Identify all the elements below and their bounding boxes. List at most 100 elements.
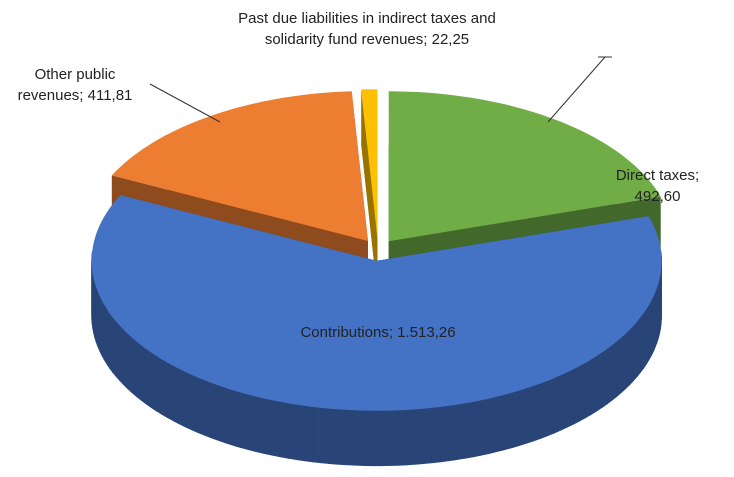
slice-side — [640, 312, 644, 374]
slice-side — [648, 299, 652, 361]
slice-side — [363, 410, 373, 467]
slice-side — [123, 328, 128, 390]
slice-side — [312, 406, 322, 464]
slice-side — [488, 396, 497, 455]
slice-side — [329, 408, 339, 465]
slice-side — [145, 348, 152, 408]
slice-side — [256, 396, 265, 454]
slice-side — [533, 382, 542, 442]
slice-side — [560, 371, 568, 431]
slice — [111, 91, 369, 241]
slice-side — [99, 295, 102, 356]
slice-side — [185, 371, 193, 431]
slice — [91, 195, 662, 411]
slice-side — [241, 392, 250, 451]
slice-side — [540, 380, 549, 439]
slice-side — [279, 401, 289, 459]
slice-side — [191, 374, 199, 434]
slice-side — [480, 398, 489, 456]
slice-side — [150, 351, 157, 412]
leader-line — [149, 83, 221, 123]
slice-side — [621, 332, 627, 394]
slice-side — [596, 351, 603, 412]
slice-side — [503, 392, 513, 451]
slice-side — [591, 355, 598, 415]
slice-side — [205, 380, 213, 439]
slice-side — [361, 89, 378, 295]
slice-side — [554, 374, 562, 434]
slice-side — [602, 348, 608, 408]
slice-side — [135, 340, 142, 401]
slice-side — [346, 409, 356, 466]
slice-side — [296, 404, 305, 462]
slice-side — [651, 295, 654, 356]
slice-side — [547, 377, 555, 437]
slice-side — [155, 355, 162, 415]
slice-side — [115, 320, 120, 382]
data-label: Past due liabilities in indirect taxes a… — [238, 10, 496, 48]
slice-side — [414, 408, 424, 465]
slices — [91, 89, 662, 467]
slice-side — [288, 403, 297, 461]
slice-side — [633, 320, 638, 382]
slice-side — [131, 336, 137, 397]
slice-side — [264, 398, 273, 456]
slice-side — [248, 394, 257, 453]
slice-side — [636, 316, 641, 378]
slice-side — [101, 299, 105, 361]
slice-side — [406, 409, 416, 466]
slice-side — [226, 387, 235, 447]
slice-side — [464, 401, 474, 459]
slice — [388, 91, 661, 242]
slice-side — [380, 410, 390, 467]
slice-side — [573, 365, 581, 425]
slice-side — [456, 403, 466, 461]
slice-side — [397, 409, 407, 466]
data-label: Other public revenues; 411,81 — [17, 66, 133, 104]
slice-side — [389, 410, 399, 466]
slice-side — [271, 399, 281, 458]
slice-side — [211, 382, 220, 442]
slice-side — [607, 344, 613, 405]
slice-side — [612, 340, 618, 401]
slice-side — [109, 312, 113, 374]
slice-side — [161, 358, 168, 419]
slice-side — [567, 368, 575, 428]
slice-side — [629, 324, 634, 386]
slice-side — [616, 336, 622, 397]
data-label: Contributions; 1.513,26 — [300, 324, 456, 341]
slice-side — [625, 328, 631, 390]
slice-side — [304, 405, 314, 463]
slice-side — [472, 400, 482, 458]
slice-side — [167, 362, 174, 422]
slice-side — [439, 405, 449, 463]
slice-side — [371, 410, 382, 467]
slice-side — [233, 390, 242, 449]
slice — [361, 89, 378, 240]
slice-side — [106, 307, 110, 370]
slice-side — [511, 390, 520, 449]
slice-side — [127, 332, 132, 394]
slice-side — [179, 368, 186, 428]
slice-side — [496, 394, 505, 453]
slice-side — [119, 324, 124, 386]
slice-side — [354, 409, 364, 466]
slice-side — [585, 358, 592, 419]
leader-line — [547, 56, 606, 123]
slice-side — [337, 409, 347, 466]
slice-side — [646, 303, 650, 366]
slice-side — [579, 362, 587, 422]
slice-side — [526, 385, 535, 444]
slice-side — [219, 385, 227, 444]
slice-side — [112, 316, 117, 378]
data-label: Direct taxes; 492,60 — [615, 167, 700, 205]
slice-side — [431, 406, 441, 464]
slice-side — [103, 303, 107, 365]
slice-side — [140, 344, 146, 405]
slice-side — [519, 387, 527, 447]
slice-side — [198, 377, 206, 437]
slice-side — [448, 404, 457, 462]
slice-side — [423, 407, 432, 465]
